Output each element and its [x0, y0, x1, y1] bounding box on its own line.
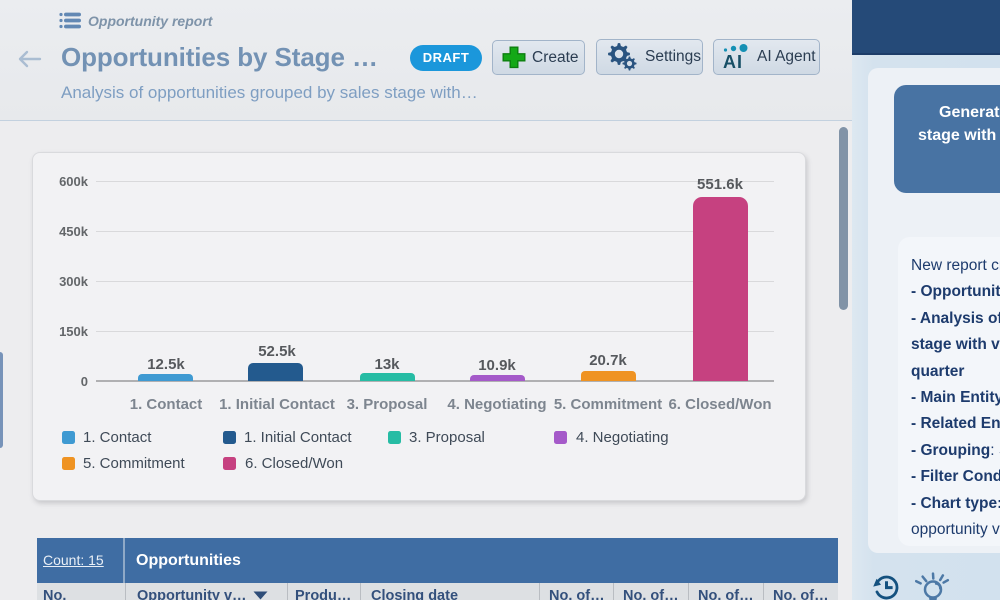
svg-text:AI: AI — [723, 52, 743, 71]
